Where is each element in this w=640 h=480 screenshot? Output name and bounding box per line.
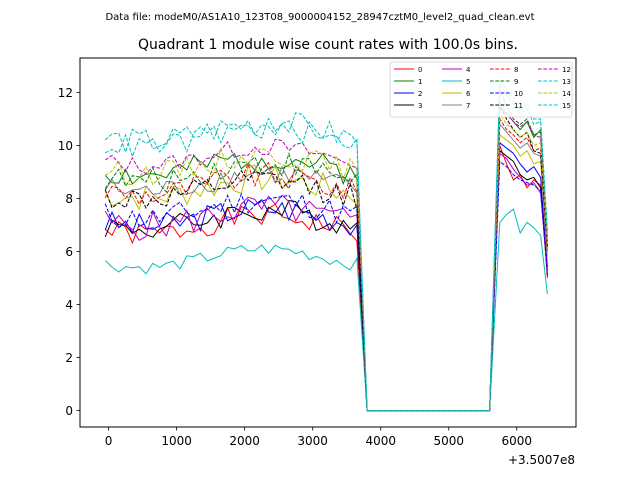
series-line-15 xyxy=(104,82,548,412)
y-tick-label: 0 xyxy=(65,404,73,418)
legend-label-4: 4 xyxy=(466,66,471,74)
series-line-13 xyxy=(104,77,548,412)
legend-label-10: 10 xyxy=(514,90,523,98)
legend-box xyxy=(389,61,573,118)
x-tick-label: 6000 xyxy=(502,434,533,448)
series-line-5 xyxy=(104,208,548,412)
x-offset-label: +3.5007e8 xyxy=(508,453,575,467)
x-tick-label: 3000 xyxy=(297,434,328,448)
y-tick-label: 4 xyxy=(65,298,73,312)
x-tick-label: 4000 xyxy=(365,434,396,448)
series-line-9 xyxy=(104,89,548,412)
plot-lines xyxy=(104,77,548,412)
series-line-11 xyxy=(104,103,548,412)
series-line-10 xyxy=(104,160,548,412)
x-tick-label: 1000 xyxy=(161,434,192,448)
legend-label-11: 11 xyxy=(514,102,523,110)
y-tick-label: 12 xyxy=(58,86,73,100)
legend-label-8: 8 xyxy=(514,66,518,74)
legend-label-6: 6 xyxy=(466,90,471,98)
legend-label-1: 1 xyxy=(418,78,422,86)
x-tick-label: 2000 xyxy=(229,434,260,448)
series-line-1 xyxy=(104,107,548,412)
legend-label-9: 9 xyxy=(514,78,518,86)
y-tick-label: 2 xyxy=(65,351,73,365)
legend-label-12: 12 xyxy=(562,66,571,74)
x-tick-label: 0 xyxy=(105,434,113,448)
legend-label-5: 5 xyxy=(466,78,470,86)
legend-label-14: 14 xyxy=(562,90,571,98)
legend-label-3: 3 xyxy=(418,102,422,110)
y-tick-label: 10 xyxy=(58,139,73,153)
series-line-12 xyxy=(104,101,548,412)
chart-suptitle: Data file: modeM0/AS1A10_123T08_90000041… xyxy=(105,12,534,23)
chart-title: Quadrant 1 module wise count rates with … xyxy=(138,37,518,53)
y-tick-label: 8 xyxy=(65,192,73,206)
plot-frame xyxy=(79,57,577,428)
series-line-8 xyxy=(104,117,548,412)
legend-label-0: 0 xyxy=(418,66,422,74)
series-line-0 xyxy=(104,145,548,412)
legend-label-2: 2 xyxy=(418,90,422,98)
legend-label-15: 15 xyxy=(562,102,571,110)
legend-label-7: 7 xyxy=(466,102,470,110)
y-tick-label: 6 xyxy=(65,245,73,259)
x-tick-label: 5000 xyxy=(433,434,464,448)
legend-label-13: 13 xyxy=(562,78,571,86)
